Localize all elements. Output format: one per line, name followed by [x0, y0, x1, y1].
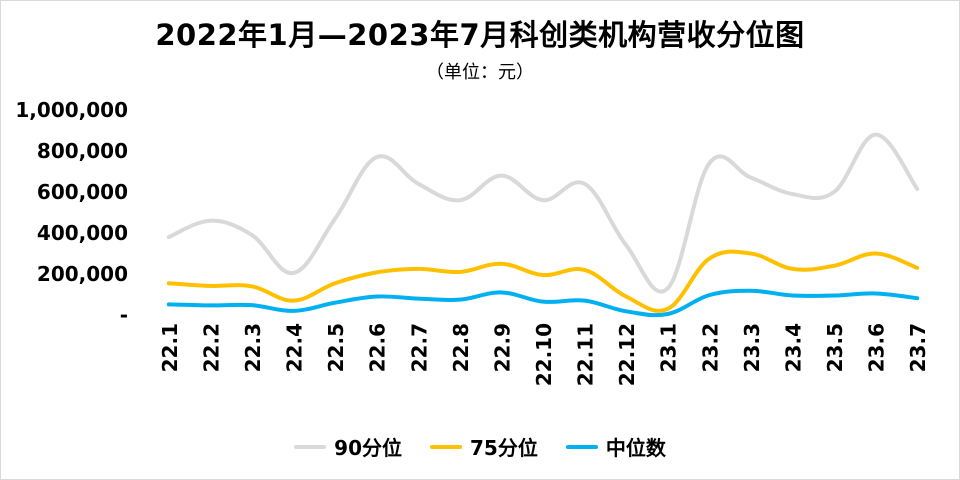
chart-subtitle: （单位：元） [426, 62, 534, 83]
x-tick-label: 22.3 [241, 323, 265, 372]
x-tick-label: 22.6 [366, 323, 390, 372]
x-tick-label: 22.8 [449, 323, 473, 372]
x-tick-label: 22.9 [490, 323, 514, 372]
y-tick-label: 800,000 [37, 139, 128, 163]
x-tick-label: 22.5 [324, 323, 348, 372]
legend-item-p75: 75分位 [430, 432, 538, 461]
y-tick-label: 600,000 [37, 180, 128, 204]
legend-label-p90: 90分位 [334, 436, 402, 460]
x-tick-label: 22.4 [283, 323, 307, 372]
x-tick-label: 23.3 [740, 323, 764, 372]
y-tick-label: 200,000 [37, 262, 128, 286]
x-tick-label: 23.4 [781, 323, 805, 372]
x-tick-label: 23.7 [906, 323, 930, 372]
legend-label-p75: 75分位 [470, 436, 538, 460]
x-tick-label: 23.1 [657, 323, 681, 372]
x-tick-label: 22.1 [158, 323, 182, 372]
y-tick-label: 1,000,000 [15, 98, 128, 122]
x-tick-label: 23.5 [823, 323, 847, 372]
x-tick-label: 22.12 [615, 323, 639, 386]
series-line-median [166, 288, 920, 318]
legend-label-median: 中位数 [605, 436, 666, 460]
x-tick-label: 22.2 [199, 323, 223, 372]
x-tick-label: 23.6 [865, 323, 889, 372]
x-tick-label: 23.2 [698, 323, 722, 372]
legend: 90分位 75分位 中位数 [0, 432, 960, 461]
legend-item-p90: 90分位 [294, 432, 402, 461]
y-tick-label: 400,000 [37, 221, 128, 245]
series-line-p75 [166, 249, 920, 313]
legend-item-median: 中位数 [565, 432, 666, 461]
x-tick-label: 22.11 [574, 323, 598, 386]
chart-title: 2022年1月—2023年7月科创类机构营收分位图 [155, 18, 805, 52]
series-line-p90 [166, 132, 920, 294]
legend-swatch-median [565, 444, 598, 449]
legend-swatch-p90 [294, 444, 327, 449]
y-tick-label: - [120, 303, 128, 327]
x-tick-label: 22.10 [532, 323, 556, 386]
x-tick-label: 22.7 [407, 323, 431, 372]
legend-swatch-p75 [430, 444, 462, 449]
